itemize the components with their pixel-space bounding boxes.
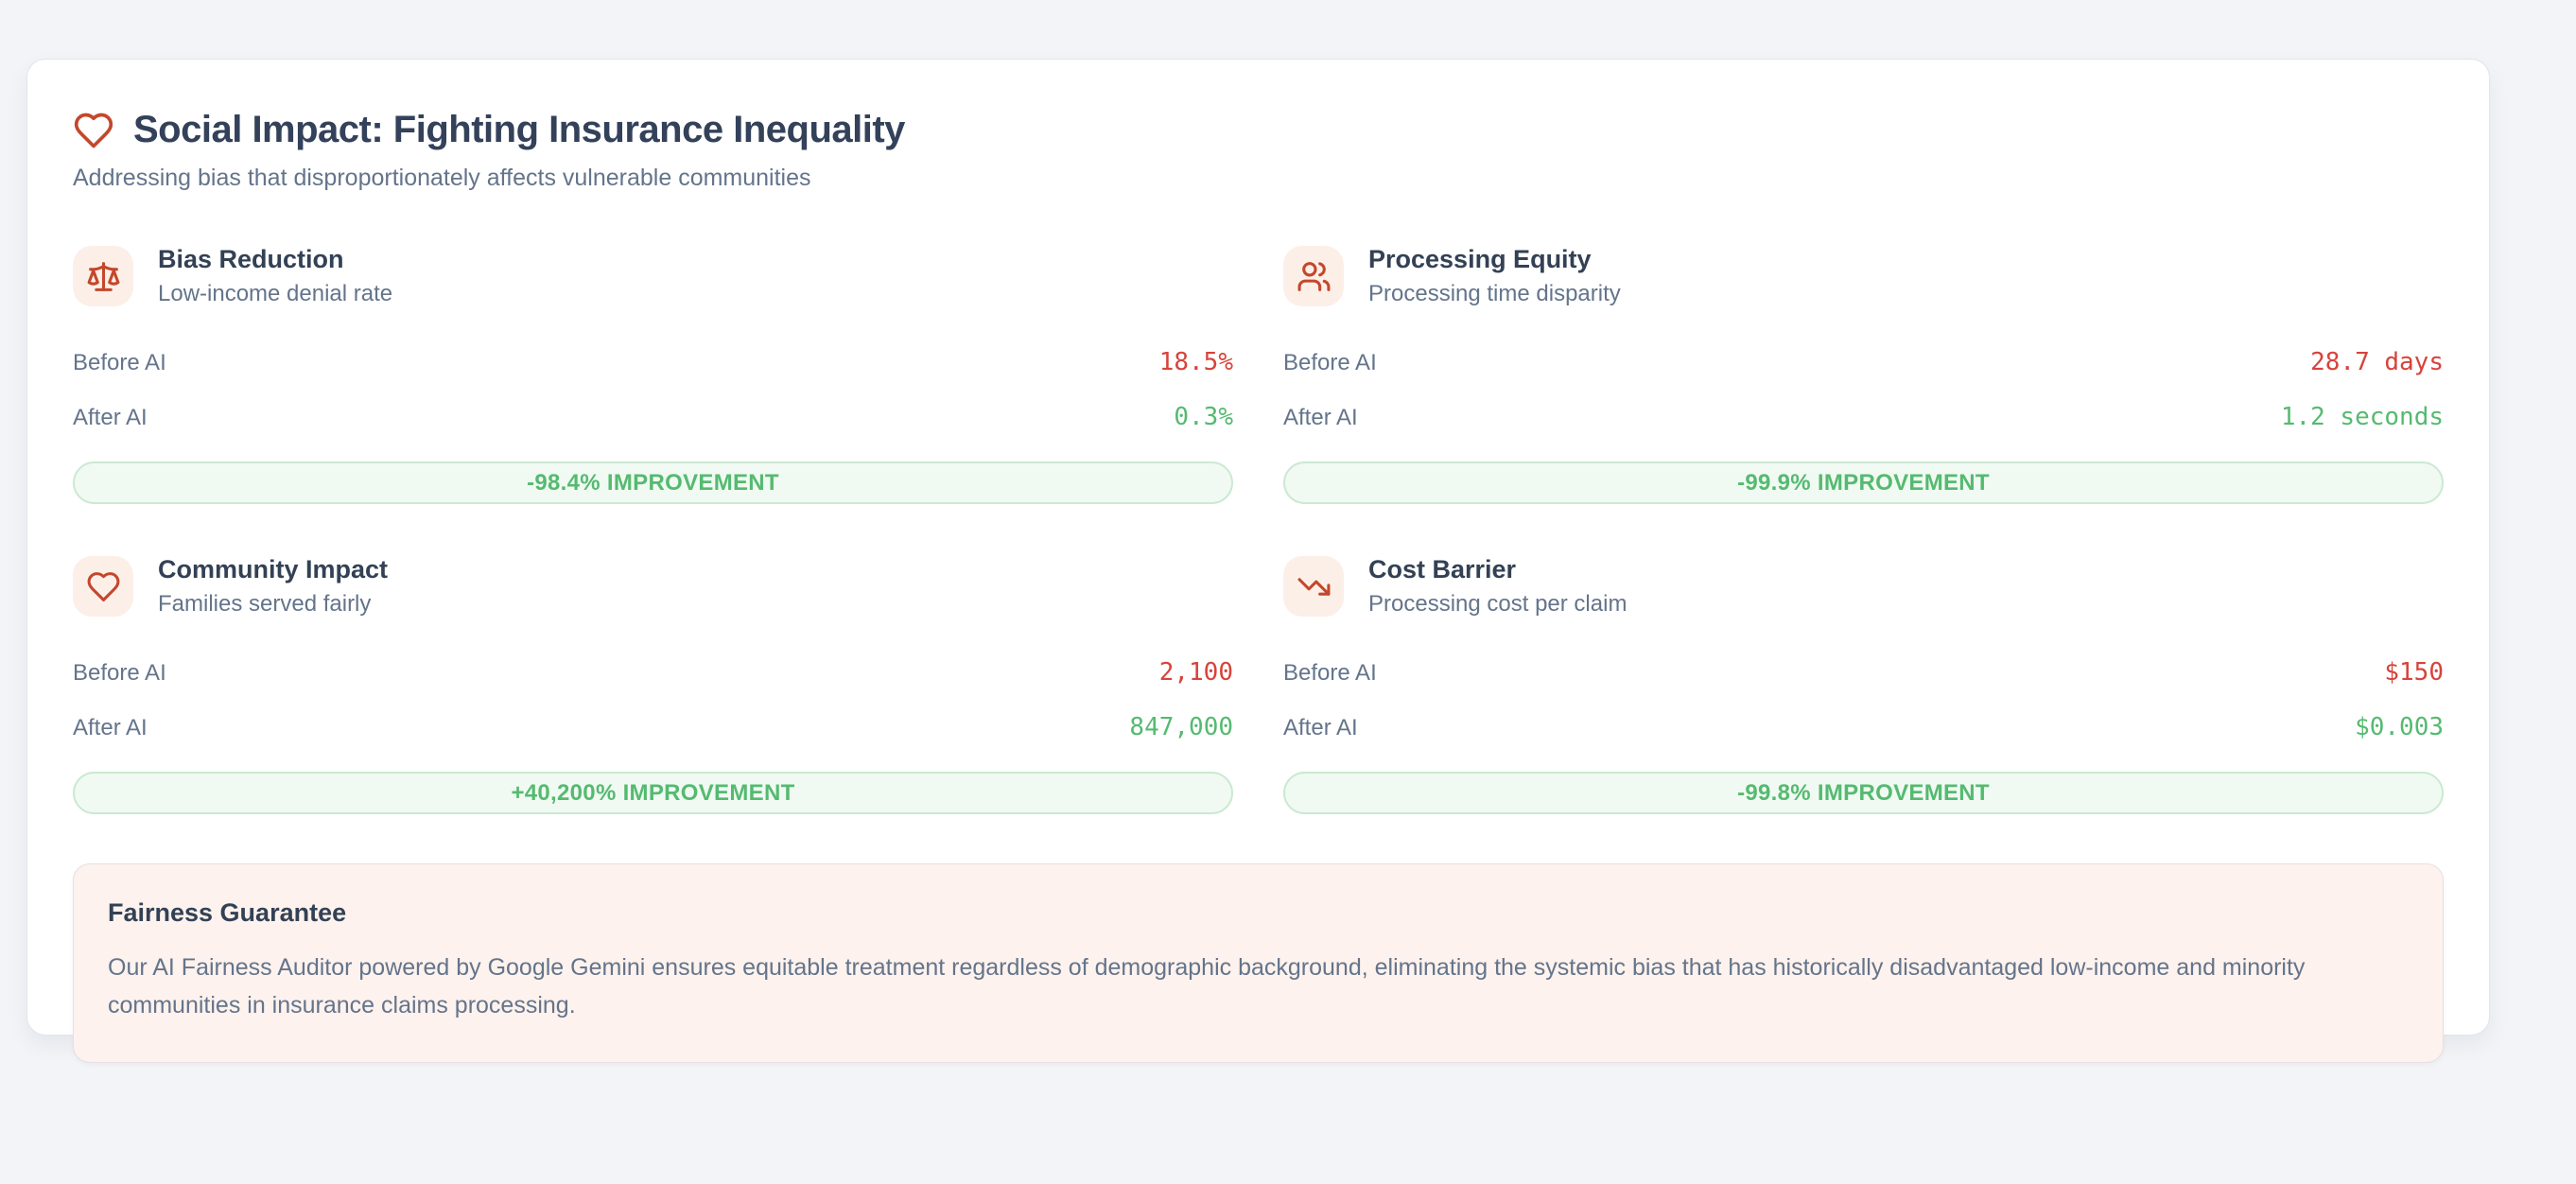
trending-down-icon [1297, 577, 1330, 596]
metric-title: Bias Reduction [158, 245, 344, 273]
after-value: 847,000 [1129, 713, 1233, 741]
before-ai-row: Before AI 2,100 [73, 650, 1233, 696]
scale-icon [87, 261, 119, 291]
before-value: $150 [2384, 658, 2444, 687]
row-label: Before AI [73, 660, 166, 686]
row-label: After AI [73, 715, 148, 740]
page-header: Social Impact: Fighting Insurance Inequa… [73, 109, 2444, 151]
after-ai-row: After AI 0.3% [73, 394, 1233, 441]
row-label: Before AI [1283, 660, 1377, 686]
before-ai-row: Before AI 18.5% [73, 340, 1233, 386]
metric-card-bias-reduction: Bias Reduction Low-income denial rate Be… [73, 245, 1233, 504]
fairness-panel: Fairness Guarantee Our AI Fairness Audit… [73, 863, 2444, 1063]
improvement-badge: -99.8% IMPROVEMENT [1283, 772, 2444, 814]
after-value: 1.2 seconds [2280, 403, 2444, 431]
metric-icon-tile [73, 556, 133, 617]
fairness-body: Our AI Fairness Auditor powered by Googl… [108, 954, 2306, 1019]
after-value: 0.3% [1174, 403, 1233, 431]
row-label: After AI [1283, 405, 1358, 430]
metric-title: Processing Equity [1368, 245, 1592, 273]
metric-icon-tile [73, 246, 133, 306]
before-ai-row: Before AI $150 [1283, 650, 2444, 696]
social-impact-card: Social Impact: Fighting Insurance Inequa… [26, 59, 2490, 1063]
improvement-badge: +40,200% IMPROVEMENT [73, 772, 1233, 814]
metric-subtitle: Families served fairly [158, 591, 372, 617]
improvement-badge: -98.4% IMPROVEMENT [73, 461, 1233, 504]
before-value: 28.7 days [2310, 348, 2444, 376]
metric-icon-tile [1283, 556, 1344, 617]
row-label: Before AI [73, 350, 166, 375]
row-label: After AI [1283, 715, 1358, 740]
after-ai-row: After AI $0.003 [1283, 705, 2444, 751]
metric-title: Cost Barrier [1368, 555, 1517, 583]
before-value: 2,100 [1158, 658, 1233, 687]
fairness-heading: Fairness Guarantee [108, 898, 347, 927]
heart-icon [87, 571, 119, 601]
improvement-badge: -99.9% IMPROVEMENT [1283, 461, 2444, 504]
heart-icon [74, 113, 113, 148]
metric-header: Cost Barrier Processing cost per claim [1283, 555, 2444, 618]
after-ai-row: After AI 1.2 seconds [1283, 394, 2444, 441]
page-subtitle: Addressing bias that disproportionately … [73, 165, 811, 191]
users-icon [1297, 261, 1330, 291]
metric-icon-tile [1283, 246, 1344, 306]
metric-title: Community Impact [158, 555, 389, 583]
metric-subtitle: Low-income denial rate [158, 281, 393, 306]
page-title: Social Impact: Fighting Insurance Inequa… [133, 109, 905, 150]
before-ai-row: Before AI 28.7 days [1283, 340, 2444, 386]
metric-card-cost-barrier: Cost Barrier Processing cost per claim B… [1283, 555, 2444, 814]
metric-subtitle: Processing time disparity [1368, 281, 1621, 306]
metric-header: Bias Reduction Low-income denial rate [73, 245, 1233, 307]
before-value: 18.5% [1158, 348, 1233, 376]
metric-card-processing-equity: Processing Equity Processing time dispar… [1283, 245, 2444, 504]
metric-header: Processing Equity Processing time dispar… [1283, 245, 2444, 307]
row-label: After AI [73, 405, 148, 430]
row-label: Before AI [1283, 350, 1377, 375]
after-ai-row: After AI 847,000 [73, 705, 1233, 751]
metric-card-community-impact: Community Impact Families served fairly … [73, 555, 1233, 814]
metric-subtitle: Processing cost per claim [1368, 591, 1627, 617]
metric-header: Community Impact Families served fairly [73, 555, 1233, 618]
after-value: $0.003 [2355, 713, 2444, 741]
metric-grid: Bias Reduction Low-income denial rate Be… [73, 245, 2444, 814]
